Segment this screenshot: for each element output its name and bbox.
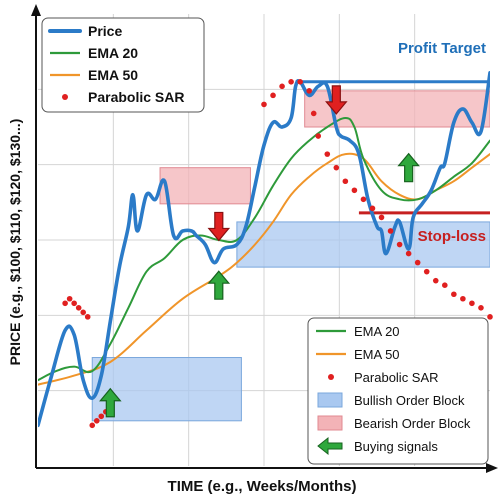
sar-dot (324, 151, 331, 157)
sar-dot (396, 241, 403, 248)
sar-dot (432, 277, 439, 284)
legend-label: Price (88, 23, 122, 39)
legend-label: EMA 50 (88, 67, 138, 83)
buy-signal-arrow (99, 387, 122, 418)
legend-swatch-arrow (317, 436, 343, 456)
legend-bottom: EMA 20 EMA 50 Parabolic SAR Bullish Order B… (307, 317, 489, 465)
sar-dot (279, 83, 285, 90)
legend-label: Bullish Order Block (354, 393, 465, 408)
legend-label: Buying signals (354, 439, 438, 454)
profit-target-label: Profit Target (398, 40, 486, 57)
sar-dot (369, 205, 376, 212)
sar-dot (342, 178, 349, 185)
sar-dot (288, 79, 294, 85)
sar-dot (80, 309, 86, 316)
sar-dot (423, 268, 430, 275)
bullish-order-block (91, 357, 242, 422)
legend-label: EMA 50 (354, 347, 400, 362)
sar-dot (297, 79, 303, 85)
sar-dot (378, 214, 385, 221)
price-line (38, 71, 490, 428)
legend-label: EMA 20 (354, 324, 400, 339)
sar-dot (306, 88, 313, 94)
buy-signal-arrow (207, 270, 231, 300)
sar-dot (487, 314, 493, 320)
legend-swatch-box (317, 392, 343, 408)
sar-dot (360, 196, 367, 203)
legend-frame (41, 17, 205, 113)
signal-arrows (99, 85, 420, 418)
sar-dot (261, 101, 267, 108)
sar-dot (89, 422, 96, 429)
buy-signal-arrow (397, 152, 420, 183)
sell-signal-arrow (207, 211, 231, 242)
sar-dot (351, 187, 358, 194)
sar-dot (405, 250, 412, 257)
sar-dot (93, 418, 100, 424)
legend-label: Bearish Order Block (354, 416, 471, 431)
sar-dot (62, 300, 68, 307)
target-lines (295, 80, 490, 215)
legend-label: Parabolic SAR (88, 89, 184, 105)
sar-dot (387, 228, 394, 234)
y-axis-title: PRICE (e.g., $100, $110, $120, $130...) (7, 119, 23, 366)
sar-dot (71, 300, 77, 307)
legend-frame (307, 317, 489, 465)
sar-dot (460, 295, 466, 302)
legend-swatch-dot (328, 374, 334, 380)
sar-dot (451, 291, 457, 298)
sar-dot (414, 259, 421, 266)
series-lines (38, 71, 490, 428)
legend-swatch-box (317, 415, 343, 431)
sar-dot (478, 305, 484, 311)
sar-dot (469, 300, 475, 307)
sar-dot (315, 133, 322, 139)
sar-dot (75, 305, 82, 311)
bearish-order-block (159, 167, 251, 205)
sar-dot (98, 413, 105, 420)
sar-dot (270, 92, 276, 99)
ema-20-line (38, 117, 490, 382)
bullish-order-block (236, 221, 490, 268)
sar-dot (442, 282, 448, 289)
legend-label: EMA 20 (88, 45, 138, 61)
sar-dot (66, 295, 73, 302)
sar-dot (310, 110, 317, 117)
legend-swatch-dot (62, 94, 68, 100)
sell-signal-arrow (325, 85, 348, 115)
x-axis-title: TIME (e.g., Weeks/Months) (168, 478, 357, 495)
sar-dot (333, 164, 340, 171)
x-axis-arrowhead (486, 463, 498, 473)
sar-dot (84, 314, 91, 320)
stop-loss-label: Stop-loss (418, 228, 486, 245)
legend-top: Price EMA 20 EMA 50 Parabolic SAR (41, 17, 205, 113)
y-axis-arrowhead (31, 4, 41, 16)
legend-label: Parabolic SAR (354, 370, 439, 385)
